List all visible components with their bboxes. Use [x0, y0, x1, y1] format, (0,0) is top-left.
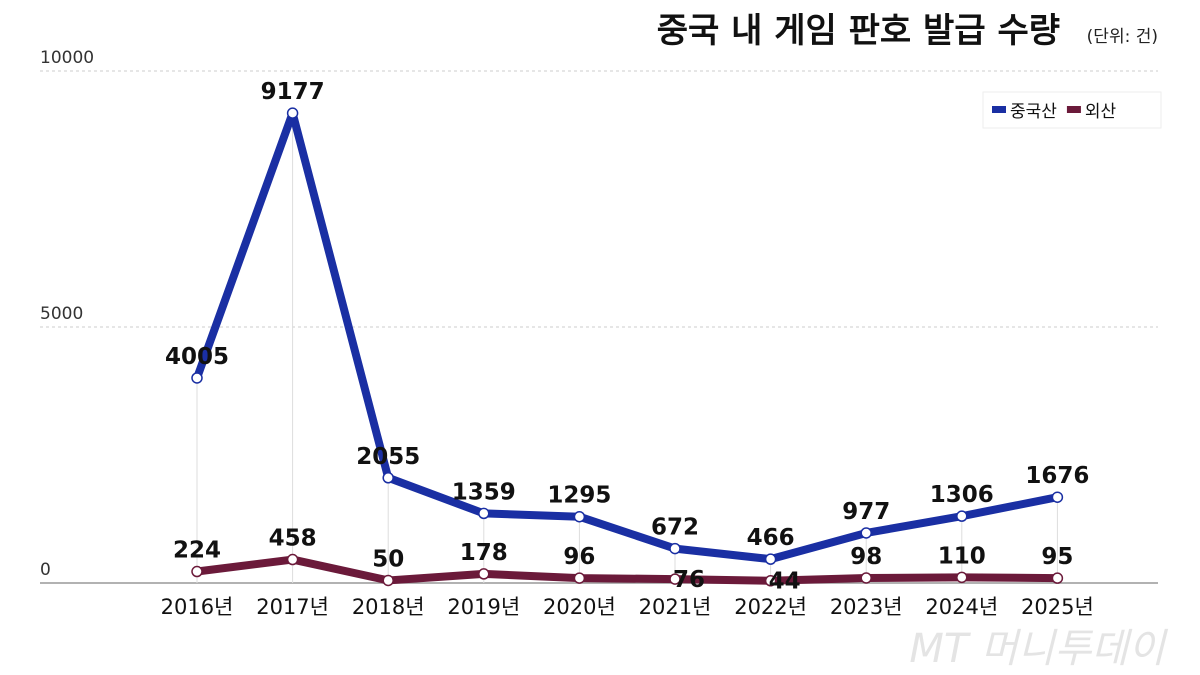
data-label: 110	[938, 543, 986, 569]
data-point	[669, 573, 681, 585]
legend-entry: 중국산	[1010, 102, 1057, 122]
data-label: 977	[842, 499, 890, 525]
data-label: 44	[769, 569, 801, 595]
x-tick-label: 2016년	[161, 595, 234, 619]
data-label: 9177	[261, 79, 325, 105]
data-point	[573, 510, 586, 523]
data-point	[764, 553, 777, 565]
data-point	[382, 574, 394, 587]
data-label: 1295	[547, 483, 611, 509]
data-point	[191, 565, 203, 578]
watermark: MT 머니투데이	[909, 626, 1168, 672]
data-point	[1051, 572, 1064, 584]
data-label: 76	[673, 567, 705, 593]
x-tick-label: 2019년	[447, 595, 520, 619]
legend-swatch	[1066, 106, 1081, 113]
data-label: 95	[1041, 544, 1073, 570]
data-point	[382, 472, 394, 484]
data-point	[956, 510, 968, 522]
data-label: 672	[651, 515, 699, 541]
data-label: 98	[850, 544, 882, 570]
x-tick-label: 2018년	[352, 595, 425, 619]
y-tick-label: 0	[40, 560, 51, 580]
data-point	[669, 542, 681, 555]
grid	[40, 70, 1158, 584]
data-label: 466	[747, 525, 795, 551]
data-point	[286, 107, 299, 119]
series-layer: 4005 9177 2055 1359 1295 672 466 977 1306 1676 224…	[165, 79, 1089, 595]
data-label: 1359	[452, 479, 516, 505]
data-label: 50	[372, 546, 404, 572]
data-point	[860, 527, 872, 539]
x-tick-label: 2024년	[925, 595, 998, 619]
data-point	[191, 372, 203, 384]
data-point	[1051, 491, 1064, 503]
x-tick-label: 2022년	[734, 595, 807, 619]
data-point	[573, 572, 586, 584]
data-point	[764, 574, 777, 587]
x-tick-label: 2025년	[1021, 595, 1094, 619]
y-tick-label: 10000	[40, 48, 94, 68]
series-line-1	[196, 555, 1058, 585]
y-tick-label: 5000	[40, 304, 83, 324]
legend-swatch	[992, 106, 1006, 113]
x-tick-label: 2021년	[639, 595, 712, 619]
data-label: 96	[563, 544, 595, 570]
legend-entry: 외산	[1085, 102, 1117, 122]
data-label: 1676	[1025, 463, 1089, 489]
y-axis: 0 5000 10000	[40, 48, 94, 580]
data-label: 2055	[356, 444, 420, 470]
data-label: 458	[269, 526, 317, 552]
unit-note: (단위: 건)	[1087, 27, 1158, 47]
data-point	[860, 572, 872, 584]
data-label: 4005	[165, 344, 229, 370]
data-point	[478, 507, 490, 520]
x-tick-label: 2023년	[830, 595, 903, 619]
data-label: 1306	[930, 482, 994, 508]
data-point	[286, 553, 299, 566]
data-point	[956, 571, 968, 584]
x-axis: 2016년 2017년 2018년 2019년 2020년 2021년 2022년 2023년…	[161, 595, 1094, 619]
series-line-0	[193, 109, 1059, 564]
chart-title: 중국 내 게임 판호 발급 수량	[657, 11, 1060, 51]
x-tick-label: 2017년	[256, 595, 329, 619]
data-point	[478, 568, 490, 580]
data-label: 224	[173, 538, 221, 564]
x-tick-label: 2020년	[543, 595, 616, 619]
legend: 중국산 외산	[982, 91, 1162, 129]
data-label: 178	[460, 540, 508, 566]
